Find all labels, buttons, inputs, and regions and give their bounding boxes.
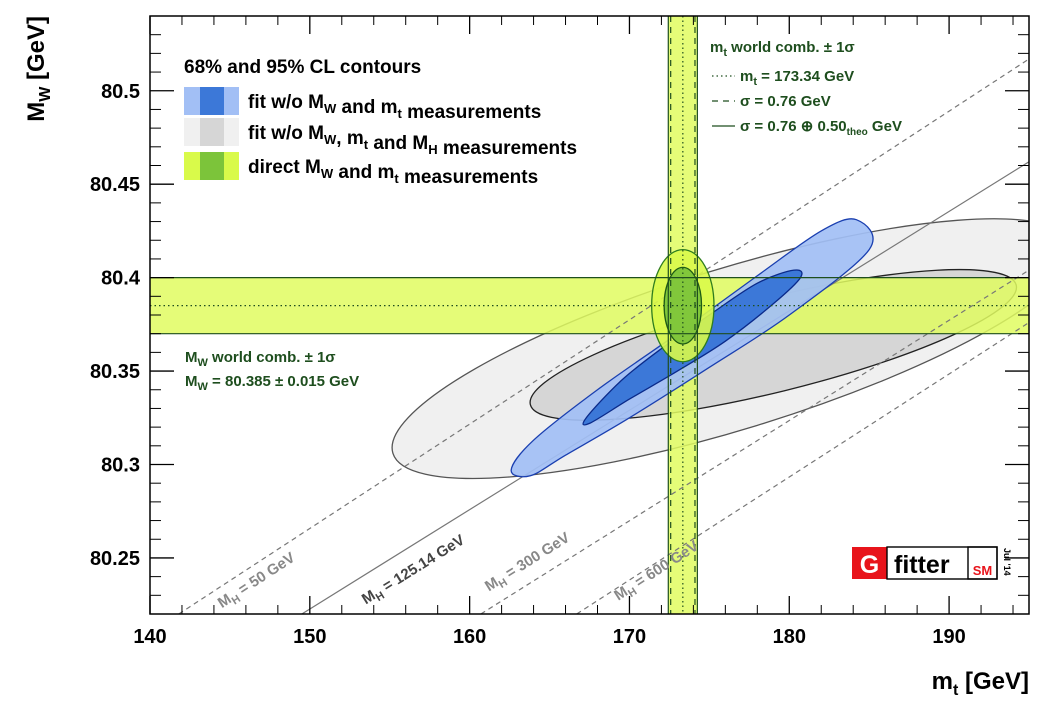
y-tick-label: 80.45: [90, 174, 140, 196]
legend: 68% and 95% CL contours fit w/o MW and m…: [184, 57, 577, 188]
legend-swatch-inner: [200, 87, 224, 115]
mt-sigma: σ = 0.76 GeV: [740, 93, 831, 110]
logo-g: G: [860, 551, 879, 579]
y-tick-label: 80.3: [101, 455, 140, 477]
logo-fitter: fitter: [894, 551, 950, 579]
logo-date: Jul '14: [1002, 548, 1012, 576]
logo-sm-box: [967, 546, 998, 580]
x-tick-label: 170: [613, 626, 646, 648]
x-tick-label: 160: [453, 626, 486, 648]
y-tick-label: 80.5: [101, 81, 140, 103]
logo-sm: SM: [973, 563, 993, 578]
legend-entry-label: direct MW and mt measurements: [248, 157, 538, 188]
mh-line-0: [178, 58, 1029, 614]
mt-value: mt = 173.34 GeV: [740, 68, 854, 88]
x-axis-title: mt [GeV]: [932, 668, 1029, 699]
legend-entry-label: fit w/o MW, mt and MH measurements: [248, 123, 577, 159]
mw-world-value: MW = 80.385 ± 0.015 GeV: [185, 373, 359, 393]
logo-g-box: [852, 547, 887, 579]
legend-swatch-inner: [200, 152, 224, 180]
plot-area: [150, 16, 1029, 614]
y-axis-title: MW [GeV]: [23, 16, 54, 122]
x-tick-label: 140: [133, 626, 166, 648]
logo-fitter-box: [886, 546, 998, 580]
y-tick-label: 80.35: [90, 361, 140, 383]
legend-title: 68% and 95% CL contours: [184, 57, 421, 78]
x-tick-label: 150: [293, 626, 326, 648]
gfitter-logo: G fitter SM Jul '14: [852, 546, 1012, 580]
mt-world-title: mt world comb. ± 1σ: [710, 39, 855, 59]
y-tick-label: 80.4: [101, 268, 141, 290]
mw-world-annotation: MW world comb. ± 1σ MW = 80.385 ± 0.015 …: [185, 349, 359, 393]
legend-swatch-inner: [200, 118, 224, 146]
x-tick-label: 190: [932, 626, 965, 648]
x-tick-label: 180: [773, 626, 806, 648]
mt-world-annotation: mt world comb. ± 1σ mt = 173.34 GeV σ = …: [710, 39, 902, 138]
mw-world-band: [150, 277, 1029, 334]
mt-sigma-theo: σ = 0.76 ⊕ 0.50theo GeV: [740, 118, 902, 138]
y-tick-label: 80.25: [90, 548, 140, 570]
axes: 140 150 160 170 180 190 80.25 80.3 80.35 80.4 80.4…: [23, 15, 1029, 699]
legend-entry-label: fit w/o MW and mt measurements: [248, 92, 541, 123]
mw-world-title: MW world comb. ± 1σ: [185, 349, 336, 369]
